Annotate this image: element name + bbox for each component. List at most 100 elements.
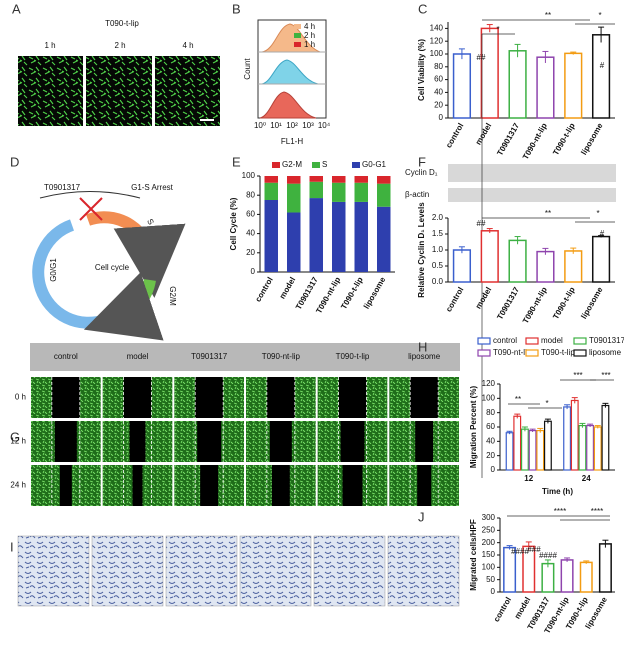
scratch-gap bbox=[417, 465, 432, 506]
y-tick-label: 40 bbox=[246, 229, 255, 238]
x-tick-label: 10⁰ bbox=[254, 121, 266, 130]
annotation: # bbox=[600, 229, 605, 238]
histogram-2h bbox=[261, 59, 319, 85]
bar bbox=[601, 404, 610, 471]
x-tick-label: model bbox=[474, 122, 494, 147]
y-tick-label: 0.0 bbox=[432, 277, 444, 286]
annotation: *** bbox=[573, 371, 582, 380]
scratch-gap bbox=[51, 377, 80, 418]
annotation: ## bbox=[477, 53, 486, 62]
legend-label: model bbox=[541, 336, 563, 345]
y-tick-label: 1.0 bbox=[432, 245, 444, 254]
bar-segment bbox=[332, 182, 346, 202]
annotation: * bbox=[496, 25, 499, 34]
phase-arc-g0g1 bbox=[32, 219, 107, 329]
bar bbox=[508, 239, 527, 283]
legend-swatch bbox=[352, 162, 360, 168]
bar bbox=[564, 52, 583, 119]
y-tick-label: 100 bbox=[430, 49, 444, 58]
header-bar bbox=[30, 343, 460, 371]
scratch-gap bbox=[340, 421, 365, 462]
bar bbox=[513, 415, 522, 471]
scratch-gap bbox=[197, 421, 222, 462]
scratch-gap bbox=[342, 465, 363, 506]
legend-label: 2 h bbox=[304, 31, 315, 40]
legend-label: T0901317 bbox=[589, 336, 624, 345]
group-label: liposome bbox=[408, 352, 441, 361]
y-tick-label: 0.5 bbox=[432, 261, 444, 270]
y-tick-label: 2.0 bbox=[432, 213, 444, 222]
legend-label: liposome bbox=[589, 348, 622, 357]
y-tick-label: 40 bbox=[486, 436, 495, 445]
x-tick-label: 24 bbox=[582, 474, 591, 483]
panel-label: C bbox=[418, 1, 427, 16]
y-tick-label: 60 bbox=[434, 75, 443, 84]
bar bbox=[480, 230, 499, 283]
scratch-gap bbox=[195, 377, 224, 418]
bar bbox=[598, 543, 612, 593]
legend-swatch bbox=[573, 337, 587, 345]
y-tick-label: 0 bbox=[491, 465, 496, 474]
group-label: control bbox=[54, 352, 78, 361]
transwell-image bbox=[17, 535, 90, 607]
bar-segment bbox=[377, 176, 391, 184]
transwell-image bbox=[91, 535, 164, 607]
x-tick-label: liposome bbox=[579, 121, 605, 156]
y-tick-label: 120 bbox=[430, 36, 444, 45]
annotation: ** bbox=[545, 11, 551, 20]
y-tick-label: 140 bbox=[430, 24, 444, 33]
legend-swatch bbox=[477, 337, 491, 345]
bar-segment bbox=[264, 176, 278, 183]
legend-label: 4 h bbox=[304, 22, 315, 31]
x-tick-label: T090-t-lip bbox=[551, 121, 577, 156]
bar bbox=[591, 34, 611, 119]
bar bbox=[536, 429, 545, 471]
transwell-image bbox=[313, 535, 386, 607]
group-label: T0901317 bbox=[191, 352, 228, 361]
annotation: ** bbox=[545, 209, 551, 218]
inhibition-line bbox=[39, 191, 141, 199]
blot-strip bbox=[448, 164, 616, 182]
y-tick-label: 0 bbox=[491, 587, 496, 596]
y-tick-label: 100 bbox=[482, 562, 496, 571]
panel-label: G bbox=[10, 429, 20, 444]
x-tick-label: control bbox=[253, 276, 274, 304]
y-tick-label: 200 bbox=[482, 538, 496, 547]
x-tick-label: control bbox=[492, 596, 513, 624]
panel-label: B bbox=[232, 1, 241, 16]
scratch-gap bbox=[269, 421, 292, 462]
scratch-gap bbox=[132, 465, 143, 506]
x-tick-label: model bbox=[278, 276, 298, 301]
panel-label: D bbox=[10, 154, 19, 169]
bar-segment bbox=[354, 176, 368, 183]
x-tick-label: 12 bbox=[524, 474, 533, 483]
y-axis-label: Cell Cycle (%) bbox=[229, 197, 238, 250]
y-tick-label: 40 bbox=[434, 88, 443, 97]
y-tick-label: 0 bbox=[439, 113, 444, 122]
y-tick-label: 60 bbox=[486, 422, 495, 431]
y-tick-label: 1.5 bbox=[432, 229, 444, 238]
panel-a-title: T090-t-lip bbox=[105, 19, 139, 28]
legend-label: T090-nt-lip bbox=[493, 348, 532, 357]
legend-swatch bbox=[477, 349, 491, 357]
bar bbox=[586, 424, 595, 471]
annotation: ### bbox=[527, 545, 541, 554]
phase-arc-g2m bbox=[83, 272, 164, 341]
annotation: ## bbox=[477, 219, 486, 228]
bar bbox=[536, 250, 555, 283]
legend-swatch bbox=[294, 33, 301, 38]
group-label: T090-nt-lip bbox=[262, 352, 301, 361]
histogram-4h bbox=[261, 23, 321, 53]
bar bbox=[591, 235, 611, 283]
legend-label: G0-G1 bbox=[362, 160, 387, 169]
bar bbox=[570, 399, 579, 471]
group-label: model bbox=[127, 352, 149, 361]
time-label: 2 h bbox=[114, 41, 125, 50]
bar bbox=[543, 420, 552, 471]
bar bbox=[505, 432, 514, 471]
group-label: T090-t-lip bbox=[336, 352, 370, 361]
x-tick-label: liposome bbox=[579, 285, 605, 320]
x-tick-label: 10² bbox=[286, 121, 298, 130]
legend-swatch bbox=[525, 349, 539, 357]
